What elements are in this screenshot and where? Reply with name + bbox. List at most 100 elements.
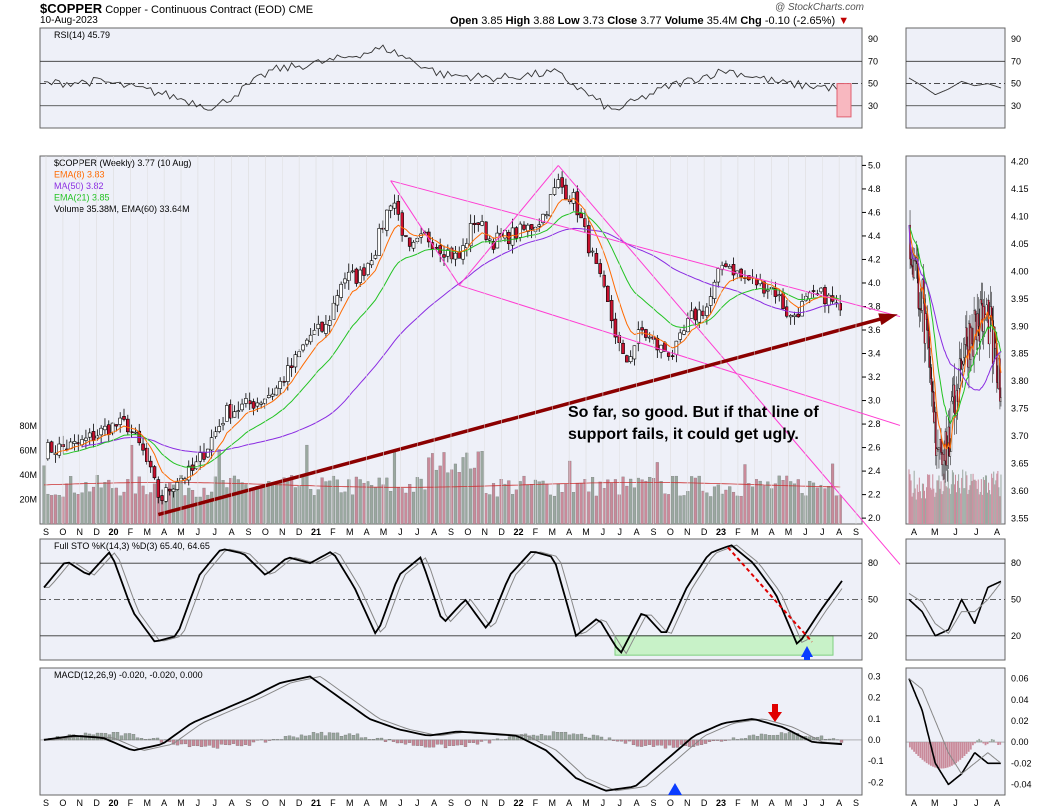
volume-bar [598,481,602,525]
macd-histogram-bar [503,739,508,741]
candle-body [282,380,286,383]
macd-x-label: D [93,798,100,808]
volume-bar [57,495,61,525]
macd-histogram-bar [319,731,324,741]
macd-histogram-bar [715,739,720,741]
volume-bar [556,483,560,525]
candle-body [510,227,515,246]
volume-bar [95,475,99,525]
macd-histogram-bar [207,739,212,746]
inset-macd-histogram-bar [997,742,999,745]
inset-candle-body [929,367,932,379]
volume-bar [309,489,313,525]
volume-bar [781,480,785,525]
candle-body [118,417,122,425]
candle-body [339,283,343,298]
volume-bar [629,478,633,525]
price-x-label: M [380,527,388,537]
macd-histogram-bar [659,739,664,746]
macd-histogram-bar [595,735,600,741]
volume-bar [659,481,663,525]
inset-candle-body [949,451,952,457]
volume-bar [731,491,736,525]
inset-candle-body [959,358,962,361]
volume-bar [80,492,84,525]
price-x-label: A [836,527,842,537]
candle-body [792,314,797,318]
inset-macd-histogram-bar [944,742,947,769]
macd-histogram-bar [327,732,332,741]
channel-lower-line [557,165,901,565]
inset-volume-bar [991,473,993,524]
inset-volume-bar [921,483,923,524]
price-legend-item: $COPPER (Weekly) 3.77 (10 Aug) [54,158,191,168]
low-value: 3.73 [582,15,605,27]
inset-price-x-label: M [931,527,939,537]
volume-bar [716,484,720,525]
macd-histogram-bar [159,739,164,743]
macd-histogram-bar [555,732,560,741]
rsi-line [43,44,841,111]
macd-histogram-bar [203,739,208,747]
inset-macd-histogram-bar [953,742,955,765]
inset-volume-bar [959,487,961,524]
inset-volume-bar [983,479,985,524]
macd-histogram-bar [707,739,712,742]
volume-bar [198,496,202,525]
inset-macd-histogram-bar [951,742,953,766]
macd-histogram-bar [191,739,196,746]
macd-histogram-bar [735,739,740,741]
volume-bar [465,452,469,525]
sto-divergence-line [727,546,813,643]
volume-bar [392,451,397,525]
inset-volume-bar [952,472,954,524]
inset-volume-bar [930,487,932,524]
macd-histogram-bar [767,735,772,741]
macd-x-label: F [330,798,336,808]
inset-macd-histogram-bar [978,738,981,743]
inset-macd-histogram-bar [955,742,957,764]
macd-histogram-bar [239,739,244,747]
inset-macd-histogram-bar [923,742,926,762]
macd-histogram-bar [551,731,556,741]
macd-histogram-bar [763,734,768,741]
macd-histogram-bar [599,736,604,741]
macd-histogram-bar [591,734,596,741]
annotation-line-1: So far, so good. But if that line of [568,404,819,421]
macd-histogram-bar [443,739,448,749]
macd-x-label: J [820,798,825,808]
volume-bar [183,495,187,525]
inset-price-tick-label: 3.95 [1011,294,1029,304]
volume-bar [91,486,96,525]
price-x-label: J [803,527,808,537]
macd-histogram-bar [475,739,480,745]
price-x-label: J [398,527,403,537]
inset-macd-histogram-bar [995,742,997,743]
price-x-label: A [769,527,775,537]
inset-macd-histogram-bar [930,742,932,766]
channel-link-line [458,165,559,286]
price-x-label: F [533,527,539,537]
macd-histogram-bar [315,733,320,741]
candle-body [674,340,679,355]
macd-histogram-bar [759,733,764,741]
macd-panel [39,667,863,796]
candle-body [221,423,225,426]
volume-bar [610,482,614,525]
volume-bar [431,453,435,525]
volume-bar [735,495,739,525]
inset-sto-k-line [908,580,1002,637]
candle-body [537,224,542,227]
volume-bar [107,479,111,525]
inset-macd-x-label: A [994,798,1000,808]
inset-price-tick-label: 3.75 [1011,404,1029,414]
candle-body [103,425,107,431]
macd-histogram-bar [539,734,544,741]
candle-body [487,238,492,241]
inset-macd-histogram-bar [959,742,962,760]
volume-bar [423,489,427,525]
price-tick-label: 3.0 [868,396,881,406]
volume-bar [648,476,652,525]
inset-price-tick-label: 4.15 [1011,184,1029,194]
candle-body [518,223,522,238]
